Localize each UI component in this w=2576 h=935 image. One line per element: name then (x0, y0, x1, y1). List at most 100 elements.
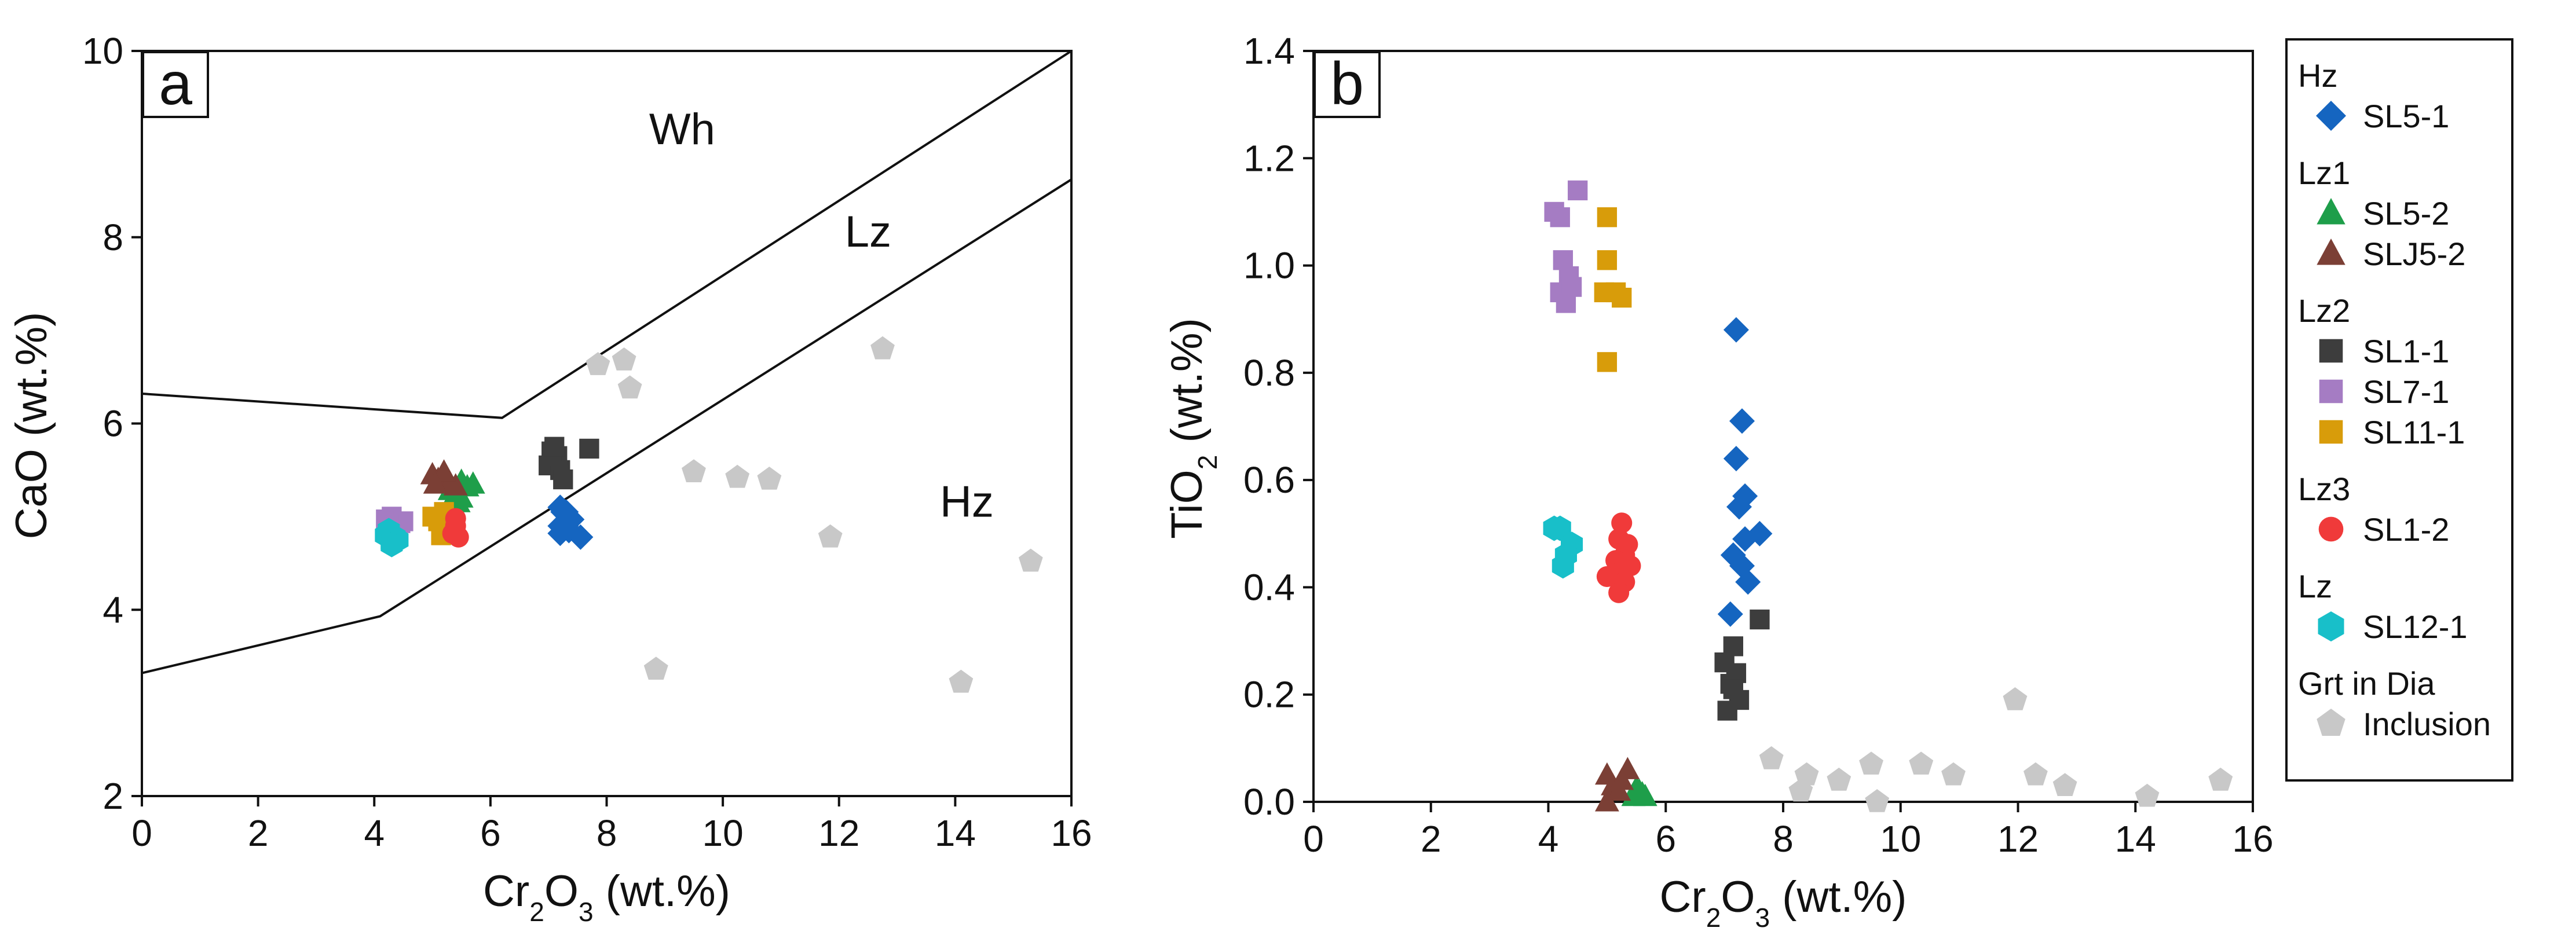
x-tick-label: 6 (1655, 818, 1676, 860)
legend-item-label: SL1-1 (2363, 333, 2449, 369)
series-sl12-1 (375, 518, 409, 558)
legend-item-label: SL5-2 (2363, 195, 2449, 232)
data-point (1597, 207, 1618, 228)
legend-group-label: Lz (2298, 568, 2332, 604)
series-sl5-2 (1621, 775, 1657, 806)
data-point (1597, 352, 1618, 372)
data-point (553, 499, 579, 525)
data-point (1633, 783, 1657, 806)
y-tick-label: 0.4 (1243, 566, 1295, 608)
data-point (423, 471, 448, 494)
legend-marker (2319, 339, 2343, 363)
data-point (2208, 767, 2233, 791)
series-sl1-1 (539, 437, 599, 490)
legend-group-label: Lz3 (2298, 471, 2350, 507)
data-point (1609, 767, 1634, 790)
field-label-lz: Lz (845, 207, 891, 256)
data-point (1788, 778, 1813, 802)
data-point (1723, 446, 1749, 472)
data-point (1827, 767, 1851, 791)
legend-item-label: SLJ5-2 (2363, 236, 2465, 272)
x-tick-label: 8 (1773, 818, 1794, 860)
data-point (1611, 512, 1633, 534)
data-point (757, 467, 782, 490)
data-point (1018, 548, 1043, 572)
data-point (568, 524, 594, 550)
legend-marker (2316, 101, 2346, 131)
x-tick-label: 2 (248, 812, 269, 854)
data-point (2052, 773, 2077, 796)
field-label-hz: Hz (940, 477, 994, 526)
chart-panel-b: 0 2 4 6 8 10 12 14 16 0.0 0.2 0.4 0.6 0.8 1.0 1.2 1.4 Cr2… (1162, 30, 2274, 933)
data-point (870, 336, 895, 360)
x-axis-title: Cr2O3 (wt.%) (1660, 872, 1907, 933)
series-sl1-2 (442, 508, 469, 548)
data-point (617, 375, 642, 399)
legend-item-label: SL7-1 (2363, 373, 2449, 410)
data-point (2003, 687, 2028, 710)
panel-letter: b (1330, 50, 1364, 118)
data-point (544, 437, 565, 457)
data-point (1597, 250, 1618, 270)
x-axis-title: Cr2O3 (wt.%) (483, 867, 730, 927)
data-point (1723, 317, 1749, 343)
data-point (1549, 515, 1571, 541)
legend-group-label: Lz2 (2298, 292, 2350, 329)
y-axis-title: CaO (wt.%) (7, 312, 56, 540)
data-point (1608, 582, 1630, 603)
data-point (1865, 789, 1890, 812)
x-tick-label: 16 (1051, 812, 1092, 854)
data-point (949, 669, 974, 693)
data-point (1596, 566, 1618, 587)
data-point (1550, 207, 1570, 228)
legend-frame (2285, 38, 2513, 782)
legend-marker (2317, 198, 2346, 225)
data-point (2135, 783, 2160, 807)
x-tick-label: 4 (1538, 818, 1559, 860)
x-tick-label: 12 (818, 812, 859, 854)
data-point (586, 352, 610, 375)
data-point (1552, 553, 1574, 579)
legend-marker (2318, 611, 2344, 641)
panel-letter-box (1313, 51, 1381, 118)
x-tick-label: 16 (2232, 818, 2273, 860)
field-label-wh: Wh (649, 105, 715, 154)
x-tick-label: 8 (597, 812, 617, 854)
y-tick-label: 0.6 (1243, 459, 1295, 501)
x-tick-label: 10 (1880, 818, 1921, 860)
legend-marker (2319, 420, 2343, 444)
data-point (445, 508, 466, 529)
y-tick-label: 2 (103, 775, 123, 817)
legend-marker (2317, 239, 2346, 265)
x-tick-label: 4 (364, 812, 385, 854)
data-point (1568, 180, 1588, 201)
series-sl7-1 (1544, 180, 1588, 313)
legend-item-label: Inclusion (2363, 706, 2491, 742)
legend: Hz SL5-1 Lz1 SL5-2 SLJ5-2 Lz2 SL1-1 SL7-1 SL11-1… (2285, 38, 2513, 782)
series-sl1-1 (1714, 609, 1770, 721)
data-point (1723, 679, 1743, 699)
y-tick-label: 6 (103, 403, 123, 445)
data-point (1759, 746, 1784, 769)
legend-item-label: SL1-2 (2363, 511, 2449, 548)
data-point (460, 471, 485, 494)
y-tick-label: 1.4 (1243, 30, 1295, 72)
data-point (431, 459, 456, 482)
wh-lz-boundary (141, 50, 1073, 419)
data-point (553, 513, 579, 539)
data-point (579, 438, 599, 459)
legend-group-label: Hz (2298, 57, 2337, 94)
y-tick-label: 0.2 (1243, 674, 1295, 716)
data-point (1909, 751, 1934, 775)
y-tick-label: 1.0 (1243, 245, 1295, 287)
data-point (1612, 287, 1632, 308)
data-point (1717, 601, 1743, 627)
data-point (380, 531, 403, 558)
data-point (443, 473, 468, 496)
data-point (1732, 526, 1758, 552)
series-sl11-1 (1594, 207, 1632, 372)
y-tick-label: 0.8 (1243, 352, 1295, 394)
x-tick-label: 2 (1421, 818, 1441, 860)
x-tick-label: 12 (1997, 818, 2039, 860)
